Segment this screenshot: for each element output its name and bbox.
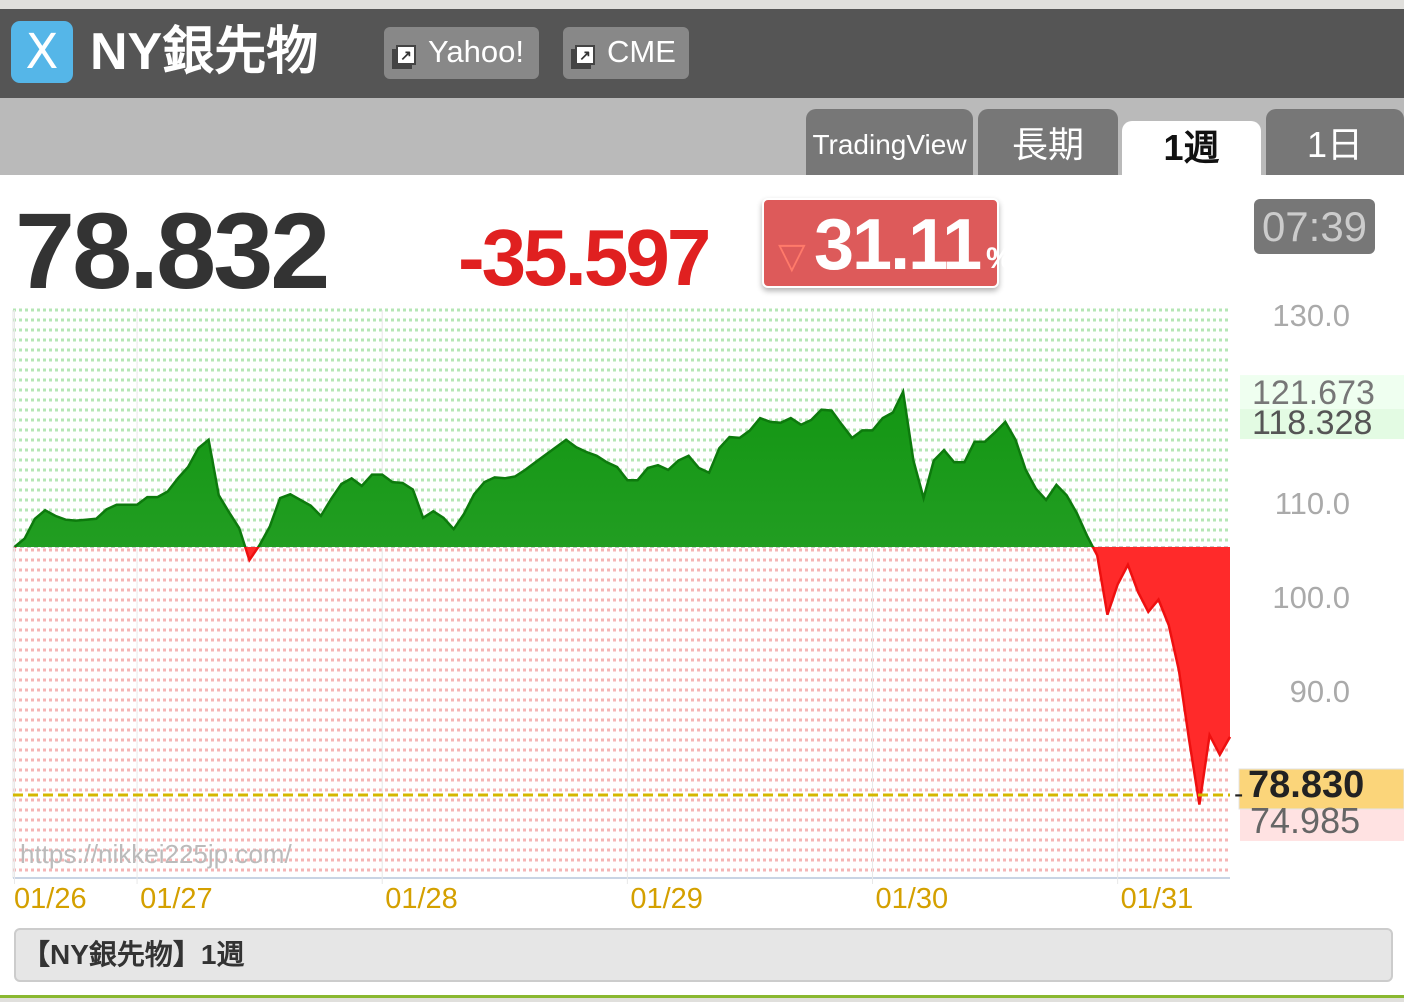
header: X NY銀先物 ↗ Yahoo! ↗ CME: [0, 9, 1404, 98]
up-area: [14, 391, 1230, 547]
yahoo-link-button[interactable]: ↗ Yahoo!: [384, 27, 539, 79]
percent-unit: %: [986, 242, 1013, 275]
current-tick: -: [1234, 778, 1243, 809]
tab-tradingview[interactable]: TradingView: [806, 109, 973, 175]
up-line: [13, 387, 1095, 547]
bottom-strip: [0, 998, 1404, 1002]
cme-link-label: CME: [607, 34, 676, 69]
top-strip: [0, 0, 1404, 9]
high2-label: 118.328: [1252, 404, 1372, 442]
chart-caption: 【NY銀先物】1週: [14, 928, 1393, 982]
x-tick-label: 01/26: [14, 883, 87, 915]
x-tick-label: 01/30: [876, 883, 949, 915]
x-tick-label: 01/29: [630, 883, 703, 915]
high-label-bg: [1240, 375, 1404, 410]
tab-1-day[interactable]: 1日: [1266, 109, 1404, 175]
x-tick-label: 01/27: [140, 883, 213, 915]
tab-long-term[interactable]: 長期: [978, 109, 1118, 175]
external-link-icon: ↗: [575, 45, 595, 65]
change-percent-badge: ▽ 31.11 %: [762, 198, 1013, 288]
x-tick-label: 01/28: [385, 883, 458, 915]
price-chart: https://nikkei225jp.com/130.0 110.0 100.0 9…: [12, 298, 1404, 915]
x-tick-label: 01/31: [1121, 883, 1194, 915]
down-area: [14, 546, 1230, 805]
change-percent: 31.11: [814, 205, 982, 285]
watermark: https://nikkei225jp.com/: [20, 839, 292, 869]
yahoo-link-label: Yahoo!: [428, 34, 524, 69]
y-tick-label: 130.0: [1272, 298, 1350, 333]
low-label: 74.985: [1250, 800, 1360, 841]
price-change: -35.597: [458, 213, 711, 302]
high2-label-bg: [1240, 409, 1404, 440]
divider: [0, 995, 1404, 998]
update-time: 07:39: [1254, 199, 1375, 254]
high-label: 121.673: [1252, 374, 1375, 412]
tab-1-week[interactable]: 1週: [1122, 121, 1261, 175]
chart-grid: [12, 308, 1230, 884]
down-triangle-icon: ▽: [778, 235, 806, 276]
current-label: 78.830: [1248, 764, 1364, 806]
page-title: NY銀先物: [90, 23, 319, 81]
low-label-bg: [1240, 806, 1404, 841]
y-tick-label: 110.0: [1275, 486, 1350, 521]
y-tick-label: 100.0: [1272, 580, 1350, 615]
current-label-bg: [1238, 768, 1404, 810]
current-price: 78.832: [15, 190, 330, 311]
x-share-icon[interactable]: X: [11, 21, 73, 83]
cme-link-button[interactable]: ↗ CME: [563, 27, 689, 79]
external-link-icon: ↗: [396, 45, 416, 65]
y-tick-label: 90.0: [1290, 674, 1350, 709]
tab-bar: TradingView 長期 1週 1日: [0, 98, 1404, 175]
